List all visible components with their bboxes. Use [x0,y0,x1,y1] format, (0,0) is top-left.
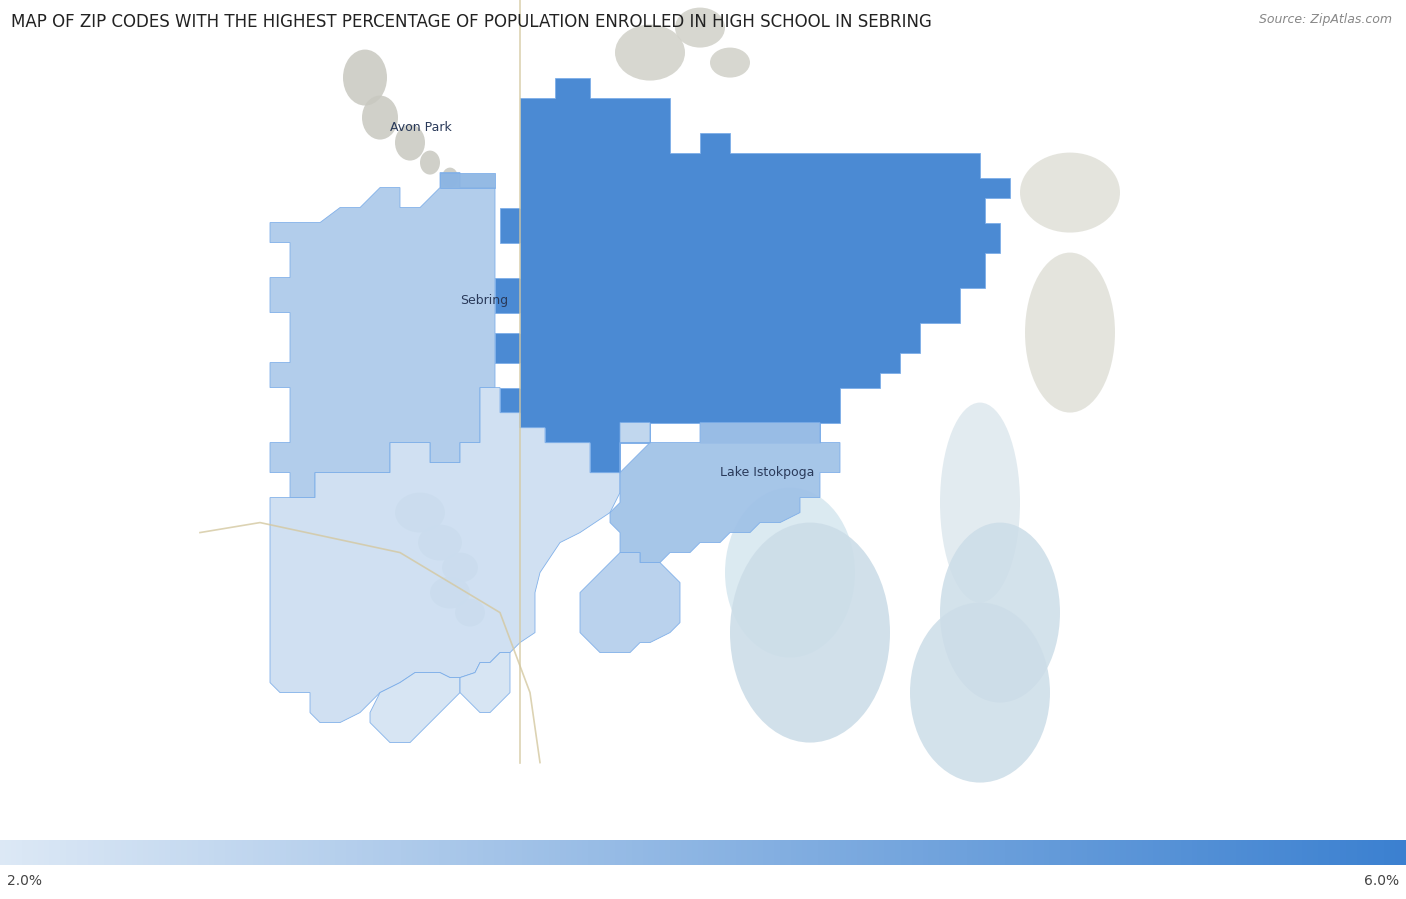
Ellipse shape [441,167,458,188]
Polygon shape [270,173,495,497]
Ellipse shape [941,522,1060,703]
Ellipse shape [1019,153,1121,233]
Polygon shape [581,553,681,653]
Ellipse shape [361,95,398,139]
Text: Source: ZipAtlas.com: Source: ZipAtlas.com [1258,13,1392,26]
Text: 2.0%: 2.0% [7,874,42,888]
Ellipse shape [725,487,855,657]
Ellipse shape [418,525,463,561]
Ellipse shape [1025,253,1115,413]
Ellipse shape [343,49,387,105]
Ellipse shape [910,602,1050,782]
Polygon shape [270,387,650,723]
Ellipse shape [430,576,470,609]
Text: 6.0%: 6.0% [1364,874,1399,888]
Text: Lake Istokpoga: Lake Istokpoga [720,466,814,479]
Polygon shape [460,653,510,713]
Ellipse shape [675,7,725,48]
Ellipse shape [441,553,478,583]
Text: MAP OF ZIP CODES WITH THE HIGHEST PERCENTAGE OF POPULATION ENROLLED IN HIGH SCHO: MAP OF ZIP CODES WITH THE HIGHEST PERCEN… [11,13,932,31]
Ellipse shape [941,403,1019,602]
Text: Sebring: Sebring [460,294,508,307]
Ellipse shape [395,125,425,161]
Ellipse shape [614,24,685,81]
Ellipse shape [420,150,440,174]
Polygon shape [495,77,1010,473]
Text: Avon Park: Avon Park [389,121,451,134]
Ellipse shape [710,48,749,77]
Polygon shape [370,672,460,743]
Polygon shape [610,423,839,563]
Ellipse shape [456,599,485,627]
Polygon shape [440,173,495,188]
Ellipse shape [730,522,890,743]
Ellipse shape [395,493,446,532]
